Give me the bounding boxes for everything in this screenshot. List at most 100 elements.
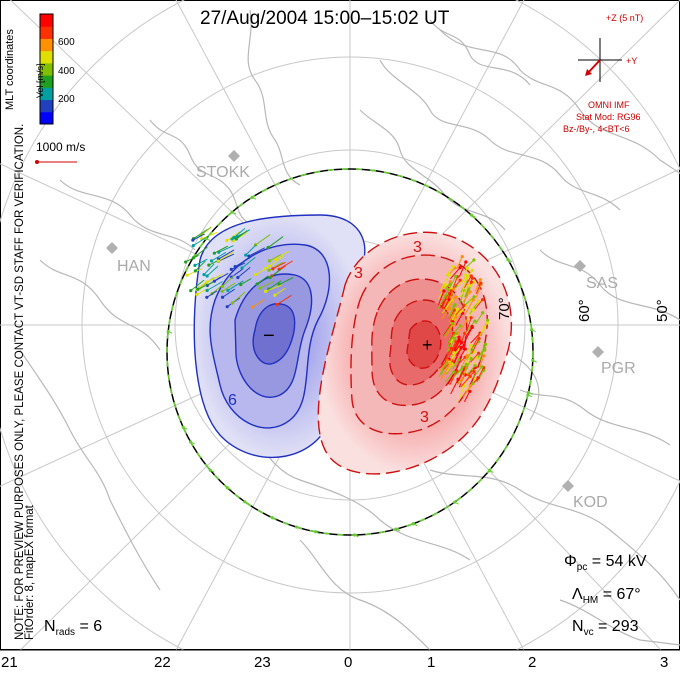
velocity-vector	[274, 287, 286, 296]
velocity-vector-origin	[234, 237, 238, 241]
velocity-vector	[234, 256, 251, 268]
velocity-vector-origin	[450, 298, 454, 302]
station-markers	[106, 150, 604, 492]
velocity-vector-origin	[462, 343, 466, 348]
velocity-vector	[278, 260, 293, 270]
velocity-vector	[449, 371, 458, 386]
colorbar-segment	[40, 38, 53, 52]
velocity-vector	[446, 332, 457, 344]
velocity-vector-origin	[184, 260, 188, 264]
velocity-vector	[456, 256, 463, 270]
velocity-vector-origin	[457, 358, 461, 362]
velocity-vector	[457, 275, 468, 287]
velocity-vector	[444, 371, 455, 383]
velocity-vector-origin	[531, 358, 535, 362]
mlt-tick-0: 0	[344, 654, 353, 671]
velocity-vector	[464, 299, 474, 316]
velocity-vector-origin	[477, 299, 481, 303]
velocity-vector	[449, 352, 455, 366]
velocity-vector-origin	[447, 297, 451, 302]
velocity-vector	[192, 233, 205, 241]
velocity-vector-origin	[239, 282, 243, 287]
velocity-vector	[450, 379, 459, 395]
velocity-vector-origin	[295, 525, 299, 529]
velocity-vector-origin	[352, 533, 357, 537]
velocity-vector	[441, 299, 453, 314]
velocity-vector-origin	[188, 440, 193, 444]
velocity-vector-origin	[460, 340, 464, 345]
velocity-vector	[459, 285, 470, 298]
mlt-tick-22: 22	[154, 654, 171, 671]
velocity-vector-origin	[451, 265, 455, 269]
colorbar-segment	[40, 62, 53, 76]
velocity-vector-origin	[487, 468, 492, 473]
velocity-vector-origin	[189, 289, 193, 293]
velocity-vector-origin	[250, 305, 254, 309]
colorbar-tick-600: 600	[58, 37, 75, 48]
cross-polar-cap-potential: Φpc = 54 kV	[564, 553, 647, 574]
velocity-vector	[452, 359, 460, 370]
velocity-vector	[194, 258, 208, 266]
velocity-vector-origin	[469, 356, 473, 361]
velocity-vector	[269, 268, 282, 279]
velocity-vector-origin	[457, 339, 462, 343]
potential-max-marker: +	[422, 335, 433, 355]
velocity-vector-origin	[451, 331, 456, 335]
velocity-vector	[463, 270, 473, 283]
velocity-vector	[248, 247, 265, 257]
velocity-vector	[222, 275, 235, 287]
mlt-tick-21: 21	[1, 654, 18, 671]
velocity-vector	[206, 290, 218, 298]
velocity-vector-origin	[212, 251, 216, 255]
velocity-vector	[211, 251, 227, 262]
velocity-vector	[276, 294, 292, 305]
velocity-vector	[449, 334, 458, 344]
colorbar-segment	[40, 14, 53, 27]
velocity-vector	[268, 255, 284, 267]
radar-count: Nrads = 6	[44, 618, 103, 639]
velocity-vector	[206, 273, 223, 283]
velocity-vector	[222, 288, 235, 298]
velocity-vector-origin	[465, 266, 470, 270]
velocity-vector-origin	[208, 468, 212, 472]
velocity-vector	[197, 281, 214, 290]
station-label-pgr: PGR	[601, 360, 636, 377]
velocity-vector	[269, 254, 282, 262]
velocity-vector-origin	[453, 343, 457, 347]
velocity-vector	[449, 267, 461, 280]
potential-min-marker: −	[263, 325, 275, 347]
velocity-vector	[468, 300, 479, 312]
colorbar-outline	[39, 13, 54, 125]
velocity-vector-origin	[526, 393, 530, 397]
velocity-vector-origin	[270, 516, 274, 520]
velocity-vector-origin	[469, 280, 473, 284]
velocity-vector-origin	[481, 311, 485, 315]
reference-vector	[35, 160, 77, 164]
velocity-vector	[211, 284, 223, 294]
hm-boundary-dash	[166, 168, 534, 536]
velocity-vector	[464, 326, 473, 338]
velocity-vector-origin	[244, 253, 248, 257]
velocity-vector-origin	[454, 295, 458, 299]
velocity-vector-origin	[193, 269, 197, 273]
velocity-vector-origin	[448, 280, 452, 284]
station-label-han: HAN	[117, 258, 151, 275]
velocity-vector-origin	[191, 238, 195, 242]
velocity-vector	[227, 280, 244, 291]
velocity-vector-origin	[263, 289, 268, 293]
velocity-vector	[231, 262, 246, 270]
velocity-vector	[444, 348, 452, 364]
velocity-vector	[438, 284, 447, 300]
velocity-vector-origin	[460, 255, 464, 259]
velocity-vector-origin	[485, 318, 490, 322]
velocity-vector	[268, 280, 282, 290]
velocity-vector-origin	[465, 319, 469, 323]
velocity-vector	[444, 324, 454, 339]
station-label-sas: SAS	[586, 275, 619, 292]
velocity-vector-origin	[464, 362, 468, 366]
velocity-vector-origin	[465, 354, 469, 358]
velocity-vector	[455, 345, 465, 356]
velocity-vector-origin	[314, 530, 318, 534]
velocity-vector-origin	[482, 325, 486, 329]
velocity-vector	[236, 230, 248, 240]
